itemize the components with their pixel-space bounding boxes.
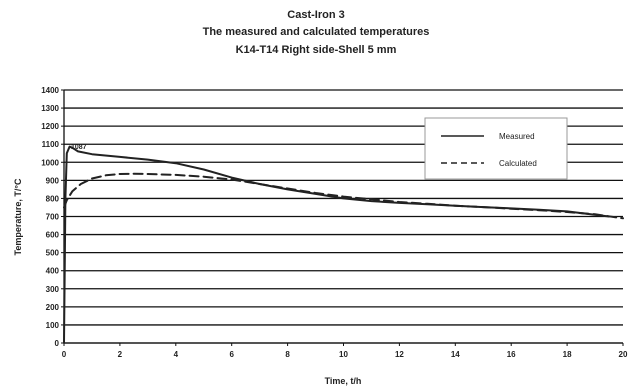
y-tick-label: 1000 (41, 158, 59, 167)
y-tick-label: 1300 (41, 104, 59, 113)
legend-box (424, 117, 568, 180)
series-line-calculated (63, 172, 624, 220)
legend-label-measured: Measured (499, 132, 535, 141)
y-tick-label: 200 (46, 303, 60, 312)
chart-title-line-3: K14-T14 Right side-Shell 5 mm (236, 44, 397, 56)
y-tick-label: 700 (46, 213, 60, 222)
x-tick-label: 14 (451, 350, 460, 359)
y-tick-label: 1100 (42, 140, 60, 149)
chart-title: Cast-Iron 3 The measured and calculated … (203, 9, 430, 56)
x-tick-label: 0 (62, 350, 67, 359)
chart-title-line-2: The measured and calculated temperatures (203, 26, 430, 38)
x-axis-title: Time, t/h (325, 376, 362, 386)
legend: Measured Calculated (424, 117, 568, 180)
y-tick-label: 1400 (41, 86, 59, 95)
x-tick-label: 4 (174, 350, 179, 359)
y-tick-label: 300 (46, 285, 60, 294)
x-tick-label: 8 (285, 350, 290, 359)
x-tick-label: 20 (619, 350, 628, 359)
y-tick-label: 100 (46, 321, 60, 330)
legend-label-calculated: Calculated (499, 159, 537, 168)
y-axis-ticks: 0 100 200 300 400 500 600 700 800 900 1000 1100 1200… (41, 86, 64, 348)
peak-annotation: 1087 (71, 144, 87, 151)
y-tick-label: 0 (55, 339, 60, 348)
x-tick-label: 10 (339, 350, 348, 359)
y-tick-label: 500 (46, 249, 60, 258)
y-tick-label: 600 (46, 231, 60, 240)
y-tick-label: 1200 (41, 122, 59, 131)
y-tick-label: 900 (46, 176, 60, 185)
x-axis-ticks: 0 2 4 6 8 10 12 14 16 18 20 (62, 343, 628, 359)
x-tick-label: 16 (507, 350, 516, 359)
y-tick-label: 400 (46, 267, 60, 276)
chart-title-line-1: Cast-Iron 3 (287, 9, 344, 21)
data-series (63, 145, 624, 344)
x-tick-label: 6 (229, 350, 234, 359)
x-tick-label: 18 (563, 350, 572, 359)
x-tick-label: 12 (395, 350, 404, 359)
y-tick-label: 800 (46, 194, 60, 203)
y-axis-title: Temperature, T/°C (13, 178, 23, 255)
x-tick-label: 2 (118, 350, 123, 359)
